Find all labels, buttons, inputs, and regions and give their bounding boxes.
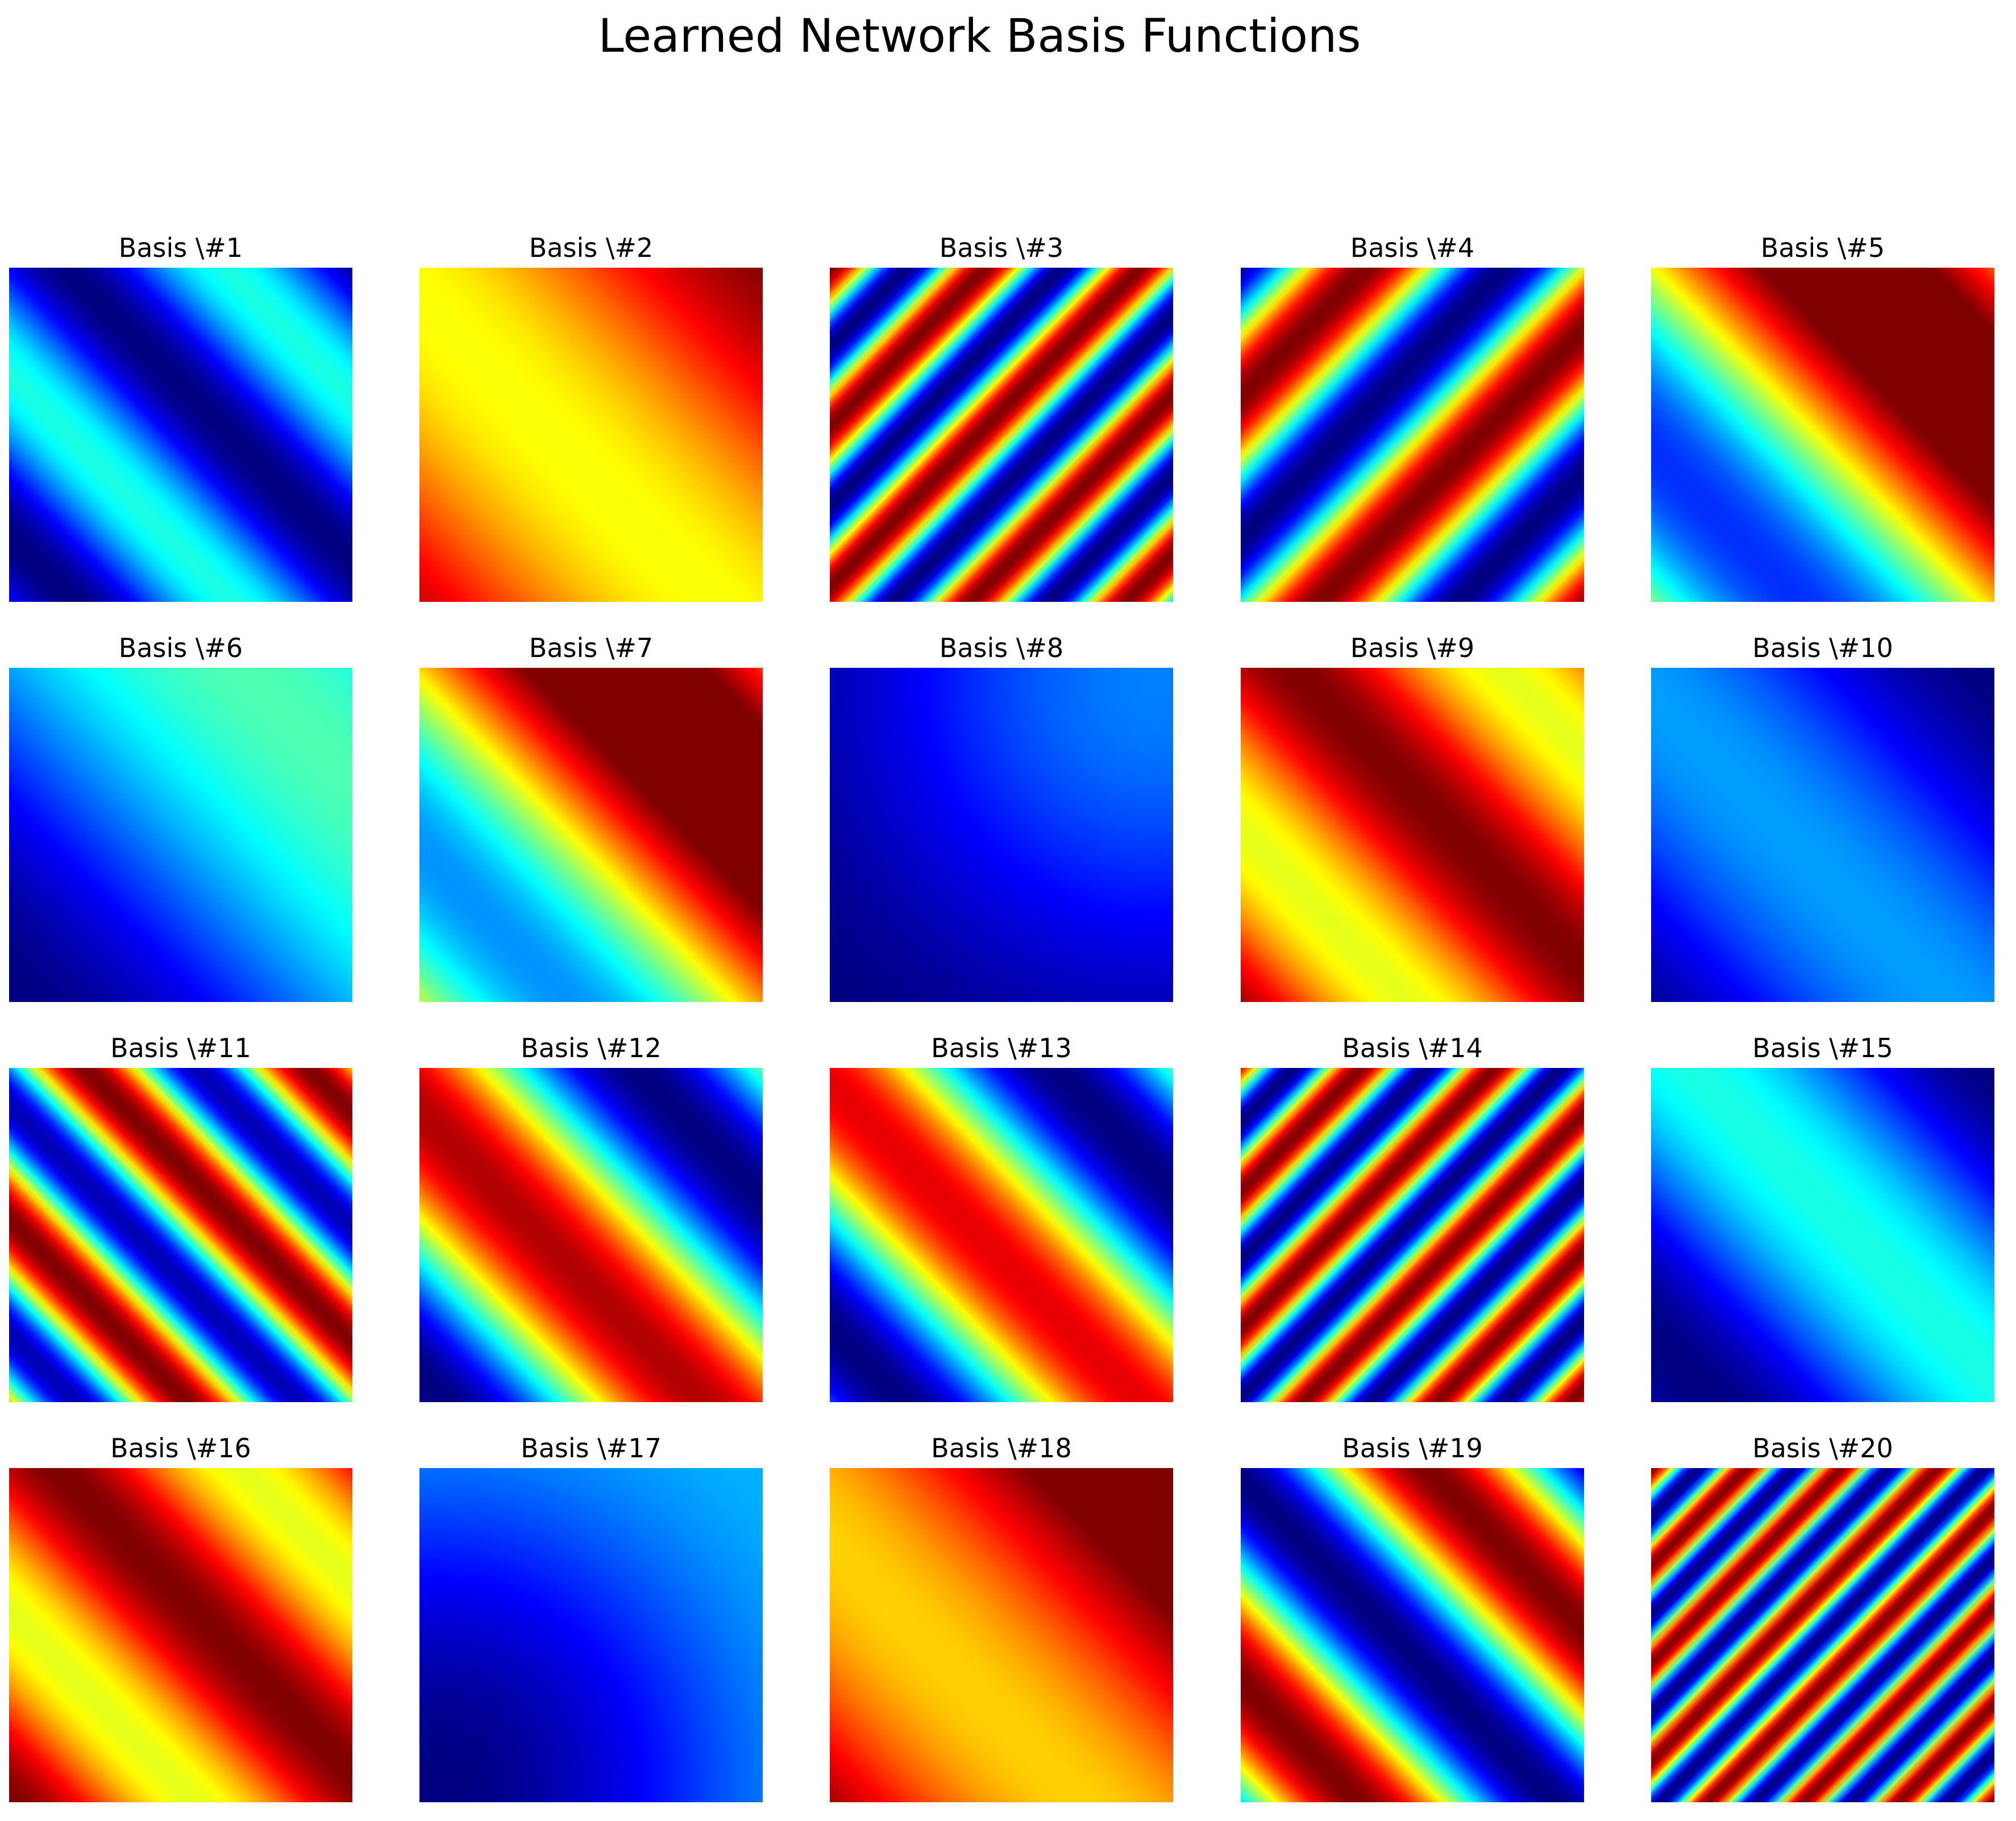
heatmap-field bbox=[830, 1068, 1173, 1402]
heatmap-image bbox=[419, 668, 763, 1002]
panel-title: Basis \#8 bbox=[939, 633, 1064, 663]
heatmap-panel: Basis \#8 bbox=[830, 628, 1173, 1020]
panel-title: Basis \#6 bbox=[118, 633, 243, 663]
heatmap-image bbox=[1241, 1068, 1584, 1402]
panel-title: Basis \#16 bbox=[110, 1433, 251, 1464]
heatmap-field bbox=[1651, 1068, 1994, 1402]
heatmap-image bbox=[1241, 268, 1584, 602]
panel-title: Basis \#14 bbox=[1342, 1033, 1483, 1063]
panel-title: Basis \#11 bbox=[110, 1033, 251, 1063]
panel-title: Basis \#13 bbox=[931, 1033, 1072, 1063]
heatmap-image bbox=[9, 268, 352, 602]
heatmap-image bbox=[9, 668, 352, 1002]
heatmap-panel: Basis \#3 bbox=[830, 228, 1173, 620]
heatmap-field bbox=[419, 1068, 763, 1402]
heatmap-field bbox=[830, 668, 1173, 1002]
heatmap-field bbox=[1241, 1068, 1584, 1402]
panel-title: Basis \#20 bbox=[1752, 1433, 1893, 1464]
panel-title: Basis \#5 bbox=[1760, 232, 1885, 263]
panel-title: Basis \#7 bbox=[529, 633, 654, 663]
heatmap-image bbox=[419, 268, 763, 602]
figure-title: Learned Network Basis Functions bbox=[598, 10, 1361, 63]
heatmap-field bbox=[830, 1468, 1173, 1802]
heatmap-field bbox=[419, 268, 763, 602]
heatmap-image bbox=[1651, 668, 1994, 1002]
heatmap-image bbox=[830, 1468, 1173, 1802]
heatmap-field bbox=[419, 668, 763, 1002]
heatmap-panel: Basis \#10 bbox=[1651, 628, 1994, 1020]
heatmap-field bbox=[9, 1068, 352, 1402]
heatmap-image bbox=[1241, 668, 1584, 1002]
heatmap-image bbox=[830, 668, 1173, 1002]
panel-title: Basis \#19 bbox=[1342, 1433, 1483, 1464]
heatmap-panel: Basis \#17 bbox=[419, 1428, 763, 1820]
heatmap-panel: Basis \#6 bbox=[9, 628, 352, 1020]
heatmap-image bbox=[419, 1468, 763, 1802]
heatmap-panel: Basis \#20 bbox=[1651, 1428, 1994, 1820]
heatmap-field bbox=[1651, 268, 1994, 602]
heatmap-field bbox=[1241, 1468, 1584, 1802]
heatmap-image bbox=[830, 268, 1173, 602]
heatmap-field bbox=[1241, 668, 1584, 1002]
heatmap-panel: Basis \#15 bbox=[1651, 1028, 1994, 1420]
panel-title: Basis \#4 bbox=[1350, 232, 1475, 263]
panel-title: Basis \#1 bbox=[118, 232, 243, 263]
heatmap-image bbox=[1651, 1068, 1994, 1402]
heatmap-panel: Basis \#7 bbox=[419, 628, 763, 1020]
heatmap-image bbox=[9, 1468, 352, 1802]
heatmap-field bbox=[1241, 268, 1584, 602]
heatmap-panel: Basis \#14 bbox=[1241, 1028, 1584, 1420]
heatmap-field bbox=[9, 1468, 352, 1802]
heatmap-panel: Basis \#19 bbox=[1241, 1428, 1584, 1820]
heatmap-field bbox=[830, 268, 1173, 602]
heatmap-panel: Basis \#2 bbox=[419, 228, 763, 620]
heatmap-panel: Basis \#4 bbox=[1241, 228, 1584, 620]
heatmap-panel: Basis \#16 bbox=[9, 1428, 352, 1820]
heatmap-panel: Basis \#18 bbox=[830, 1428, 1173, 1820]
panel-title: Basis \#17 bbox=[521, 1433, 662, 1464]
heatmap-image bbox=[9, 1068, 352, 1402]
panel-title: Basis \#3 bbox=[939, 232, 1064, 263]
heatmap-image bbox=[1651, 268, 1994, 602]
panel-title: Basis \#10 bbox=[1752, 633, 1893, 663]
heatmap-panel: Basis \#11 bbox=[9, 1028, 352, 1420]
panel-title: Basis \#9 bbox=[1350, 633, 1475, 663]
panel-title: Basis \#12 bbox=[521, 1033, 662, 1063]
heatmap-field bbox=[1651, 1468, 1994, 1802]
heatmap-field bbox=[1651, 668, 1994, 1002]
heatmap-image bbox=[1651, 1468, 1994, 1802]
heatmap-image bbox=[1241, 1468, 1584, 1802]
heatmap-field bbox=[9, 268, 352, 602]
heatmap-panel: Basis \#1 bbox=[9, 228, 352, 620]
heatmap-field bbox=[9, 668, 352, 1002]
heatmap-panel: Basis \#12 bbox=[419, 1028, 763, 1420]
heatmap-field bbox=[419, 1468, 763, 1802]
heatmap-image bbox=[830, 1068, 1173, 1402]
panel-title: Basis \#18 bbox=[931, 1433, 1072, 1464]
panel-title: Basis \#15 bbox=[1752, 1033, 1893, 1063]
heatmap-panel: Basis \#9 bbox=[1241, 628, 1584, 1020]
panel-title: Basis \#2 bbox=[529, 232, 654, 263]
heatmap-panel: Basis \#13 bbox=[830, 1028, 1173, 1420]
heatmap-panel: Basis \#5 bbox=[1651, 228, 1994, 620]
heatmap-image bbox=[419, 1068, 763, 1402]
